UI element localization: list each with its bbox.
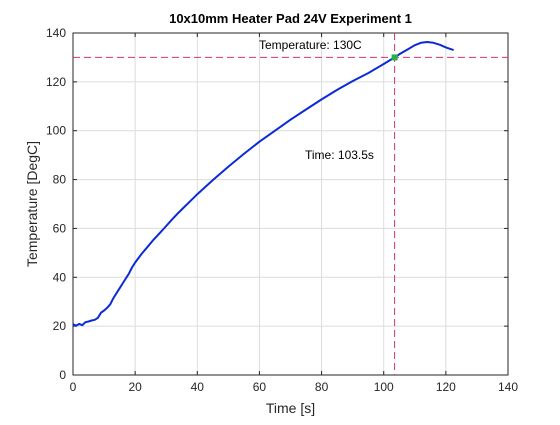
plot-frame	[72, 32, 509, 376]
y-tick-label: 120	[46, 75, 66, 89]
annotation-temperature: Temperature: 130C	[259, 38, 362, 52]
x-tick-label: 80	[315, 380, 329, 394]
y-tick-label: 60	[53, 221, 67, 235]
x-axis-ticks: 0 20 40 60 80 100 120 140	[70, 33, 518, 394]
chart-title: 10x10mm Heater Pad 24V Experiment 1	[169, 11, 412, 26]
y-tick-label: 20	[53, 319, 67, 333]
grid	[72, 32, 509, 376]
x-tick-label: 40	[191, 380, 205, 394]
x-axis-label: Time [s]	[266, 400, 315, 416]
crosshair: Temperature: 130C Time: 103.5s	[73, 33, 508, 375]
y-tick-label: 0	[59, 368, 66, 382]
crosshair-marker	[391, 54, 398, 61]
annotation-time: Time: 103.5s	[305, 148, 374, 162]
x-tick-label: 0	[70, 380, 77, 394]
x-tick-label: 120	[436, 380, 456, 394]
y-tick-label: 100	[46, 124, 66, 138]
series-line	[72, 41, 454, 327]
y-tick-label: 140	[46, 26, 66, 40]
y-axis-label: Temperature [DegC]	[24, 141, 40, 267]
x-tick-label: 100	[374, 380, 394, 394]
x-tick-label: 140	[498, 380, 518, 394]
y-tick-label: 40	[53, 270, 67, 284]
x-tick-label: 60	[253, 380, 267, 394]
series-layer	[72, 41, 454, 327]
y-tick-label: 80	[53, 173, 67, 187]
x-tick-label: 20	[128, 380, 142, 394]
y-axis-ticks: 0 20 40 60 80 100 120 140	[46, 26, 508, 382]
